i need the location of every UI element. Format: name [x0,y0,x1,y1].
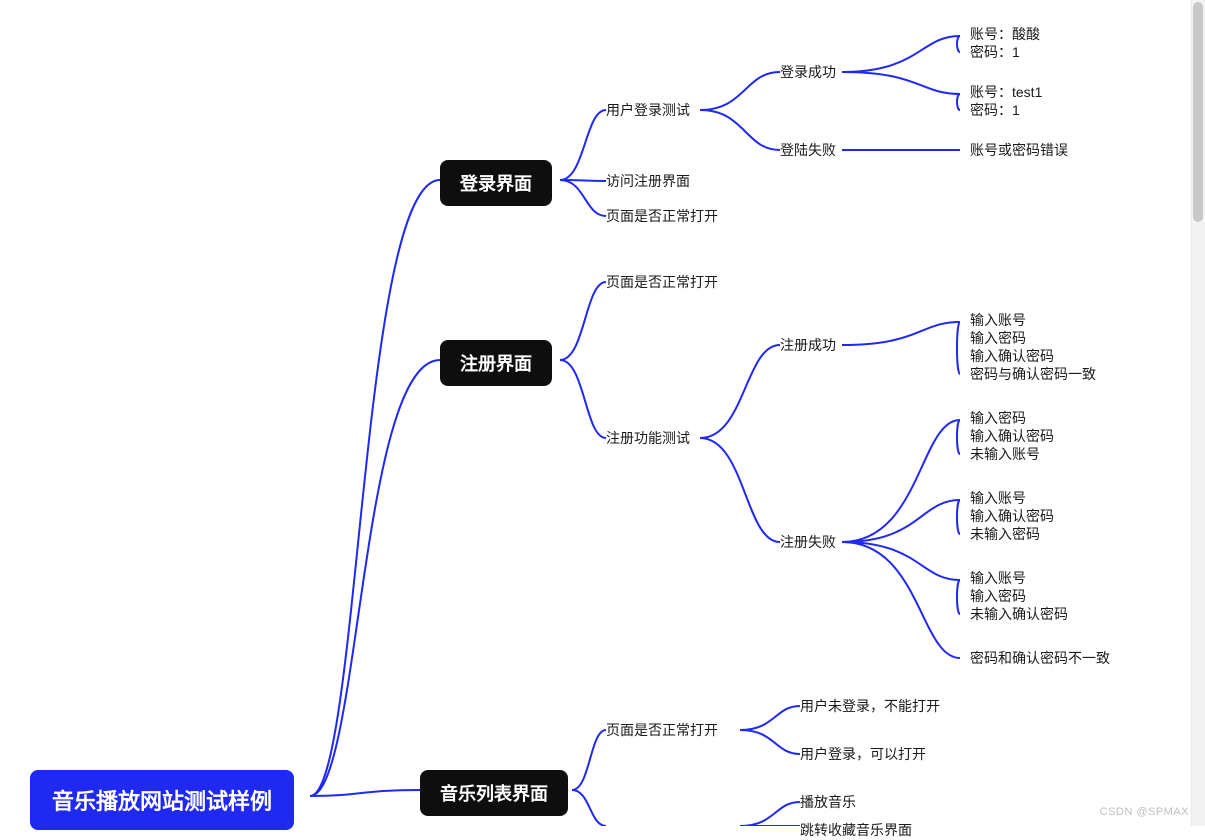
leaf[interactable]: 登录成功 [780,62,836,82]
leaf[interactable]: 未输入密码 [970,524,1040,544]
leaf[interactable]: 页面是否正常打开 [606,720,718,740]
watermark: CSDN @SPMAX [1100,806,1189,818]
leaf[interactable]: 输入确认密码 [970,346,1054,366]
leaf[interactable]: 跳转收藏音乐界面 [800,820,912,840]
leaf[interactable]: 访问注册界面 [606,171,690,191]
scrollbar-track[interactable] [1191,0,1205,826]
leaf[interactable]: 用户登录，可以打开 [800,744,926,764]
leaf[interactable]: 输入账号 [970,310,1026,330]
leaf[interactable]: 账号：酸酸 [970,24,1040,44]
leaf[interactable]: 输入密码 [970,328,1026,348]
leaf[interactable]: 输入密码 [970,586,1026,606]
branch-music-list[interactable]: 音乐列表界面 [420,770,568,816]
leaf[interactable]: 密码与确认密码一致 [970,364,1096,384]
leaf[interactable]: 页面是否正常打开 [606,206,718,226]
leaf[interactable]: 密码：1 [970,100,1020,120]
leaf[interactable]: 用户登录测试 [606,100,690,120]
leaf[interactable]: 注册成功 [780,335,836,355]
leaf[interactable]: 账号或密码错误 [970,140,1068,160]
leaf[interactable]: 用户未登录，不能打开 [800,696,940,716]
leaf[interactable]: 注册功能测试 [606,428,690,448]
leaf[interactable]: 输入账号 [970,568,1026,588]
scrollbar-thumb[interactable] [1193,2,1203,222]
leaf[interactable]: 输入确认密码 [970,426,1054,446]
leaf[interactable]: 账号：test1 [970,82,1042,102]
leaf[interactable]: 未输入确认密码 [970,604,1068,624]
branch-register[interactable]: 注册界面 [440,340,552,386]
leaf[interactable]: 未输入账号 [970,444,1040,464]
leaf[interactable]: 输入账号 [970,488,1026,508]
branch-login[interactable]: 登录界面 [440,160,552,206]
leaf[interactable]: 页面是否正常打开 [606,272,718,292]
leaf[interactable]: 播放音乐 [800,792,856,812]
leaf[interactable]: 密码和确认密码不一致 [970,648,1110,668]
leaf[interactable]: 密码：1 [970,42,1020,62]
leaf[interactable]: 输入确认密码 [970,506,1054,526]
mindmap-root[interactable]: 音乐播放网站测试样例 [30,770,294,830]
leaf[interactable]: 登陆失败 [780,140,836,160]
leaf[interactable]: 输入密码 [970,408,1026,428]
leaf[interactable]: 注册失败 [780,532,836,552]
